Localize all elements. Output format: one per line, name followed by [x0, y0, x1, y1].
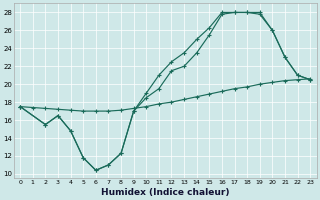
X-axis label: Humidex (Indice chaleur): Humidex (Indice chaleur)	[101, 188, 229, 197]
